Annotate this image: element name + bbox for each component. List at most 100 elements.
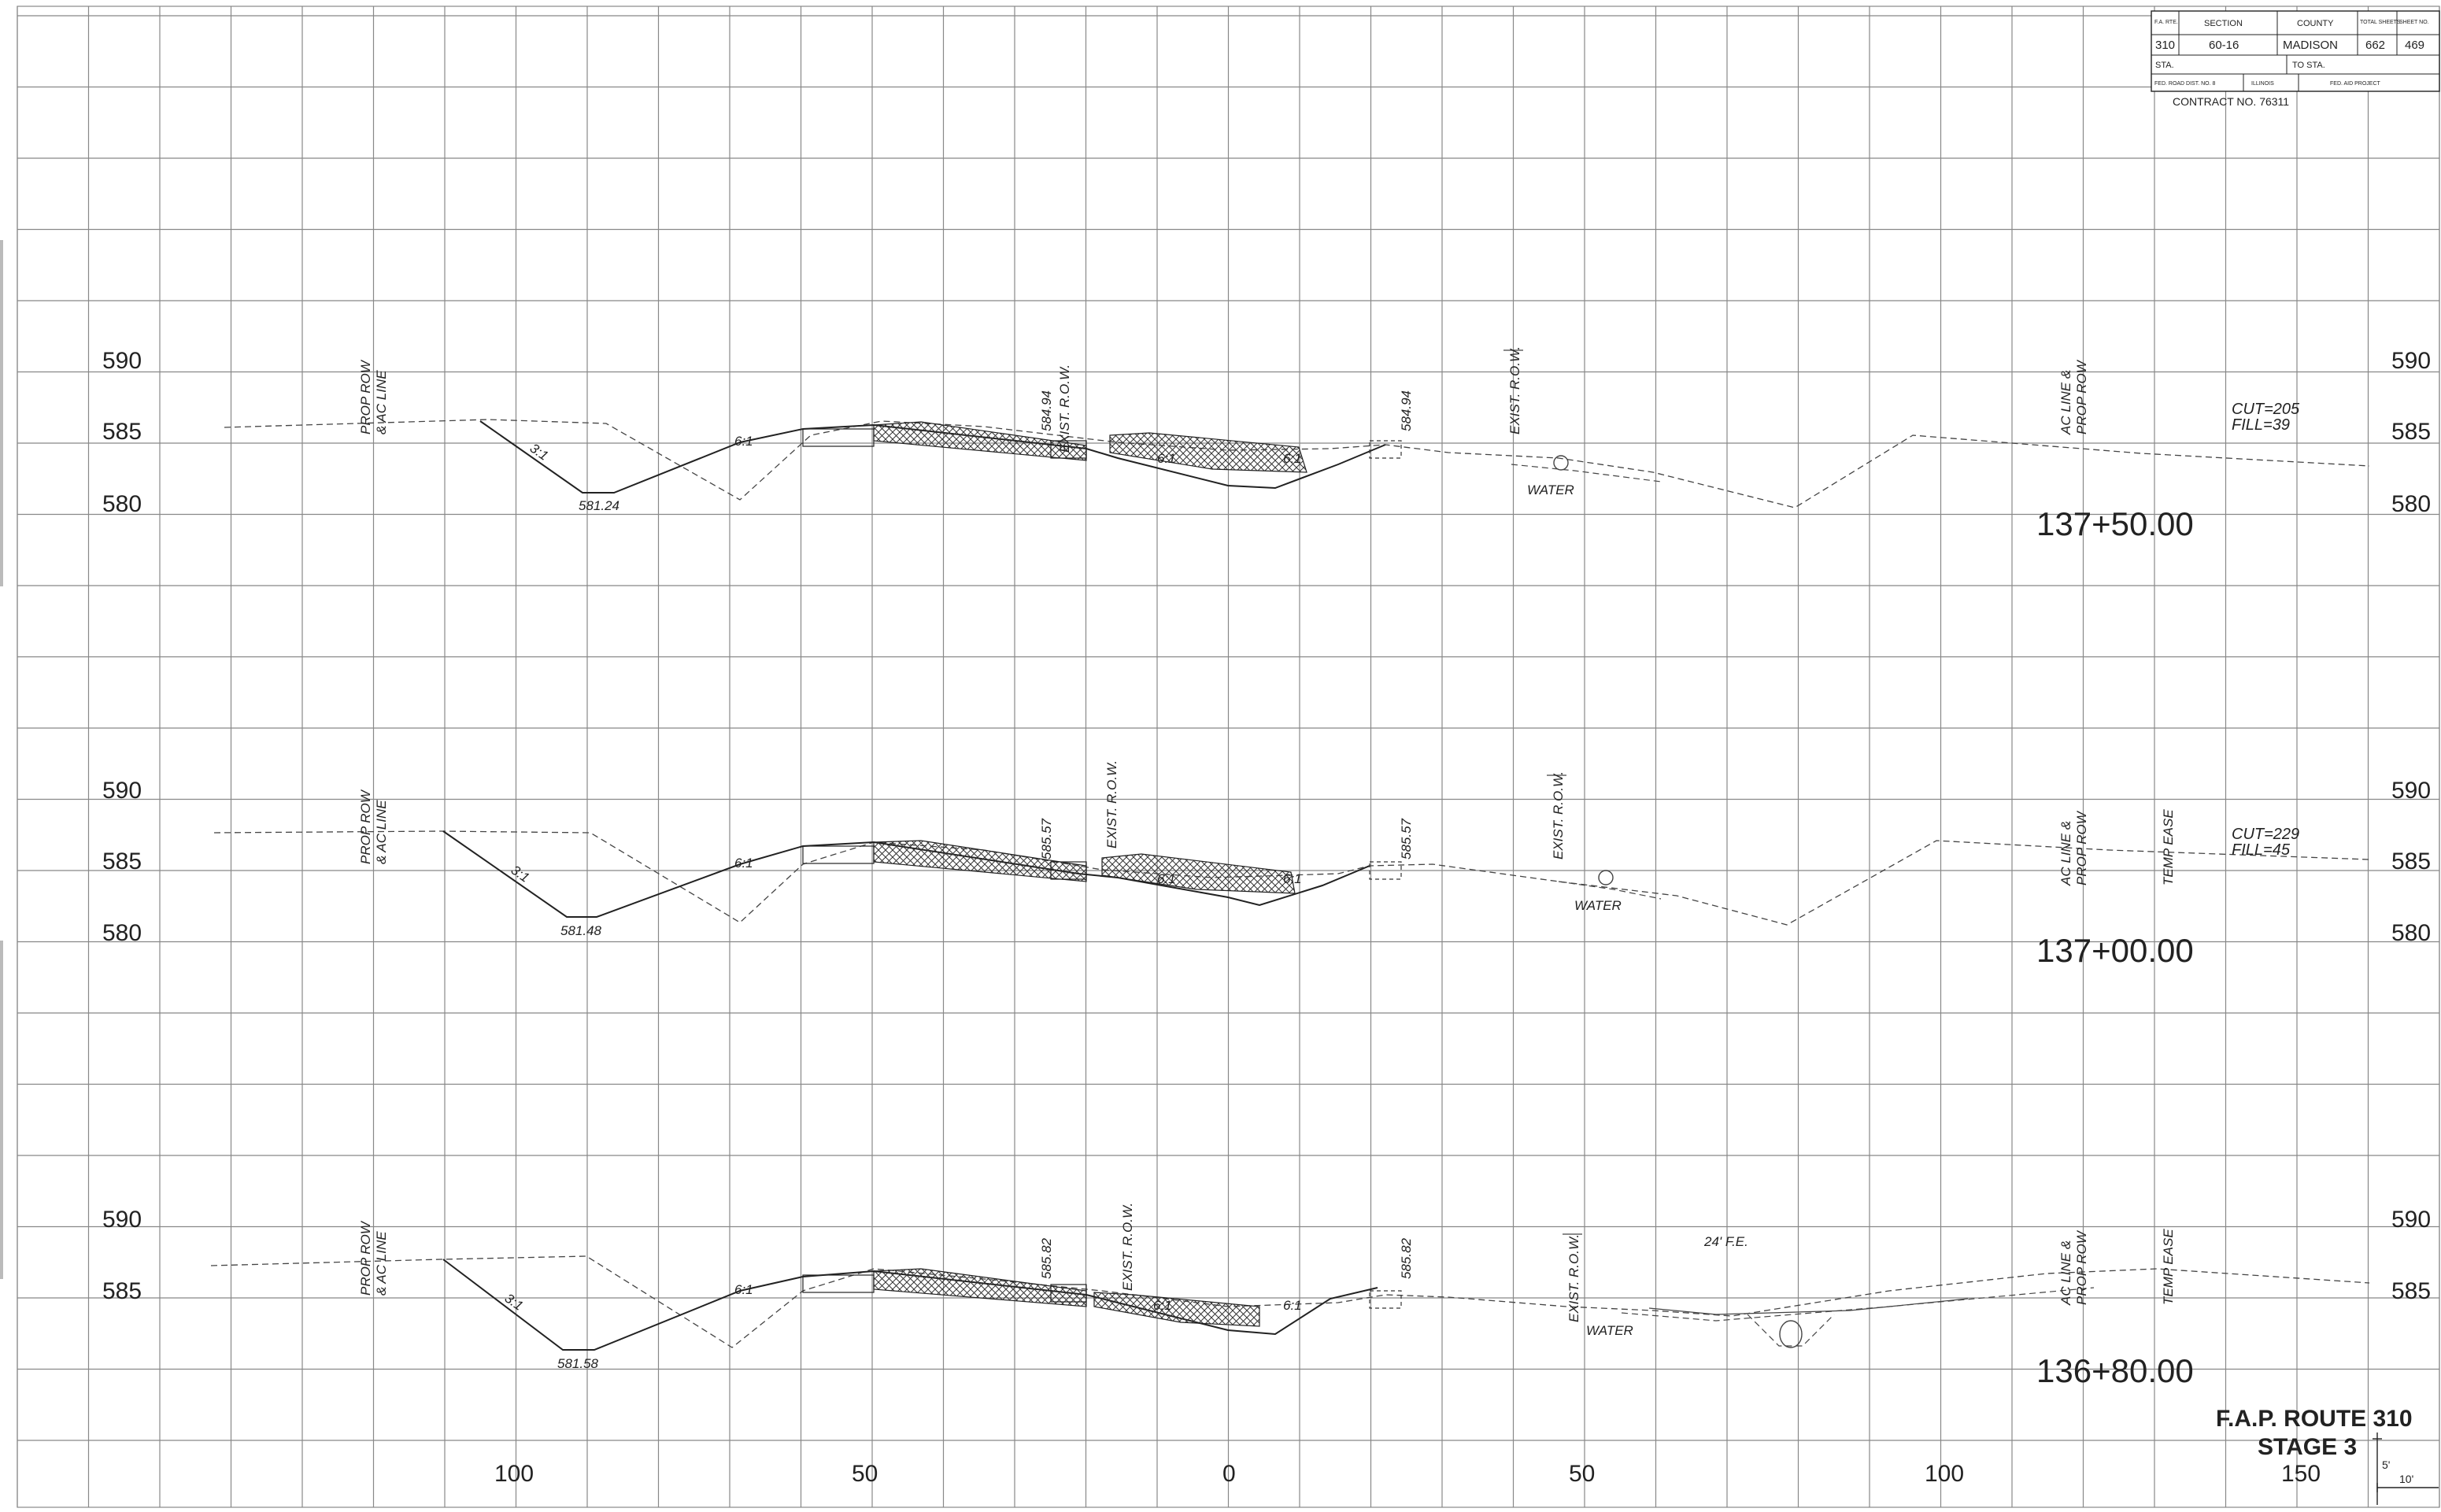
station-label: 136+80.00 [2036, 1352, 2194, 1389]
exist-row-label: EXIST. R.O.W. [1120, 1203, 1135, 1291]
pavement-block [802, 845, 875, 864]
fill-label: FILL=45 [2232, 841, 2291, 859]
ac-line-label: AC LINE & [2058, 821, 2073, 886]
station-label: 137+50.00 [2036, 505, 2194, 542]
prop-row-label: PROP ROW [358, 789, 373, 864]
pavement-block [1050, 1284, 1087, 1303]
elev-label: 590 [102, 778, 142, 804]
elev-label: 590 [2391, 1207, 2431, 1233]
right-elev-label: 585.82 [1399, 1237, 1414, 1279]
slope-label: 6:1 [734, 1282, 753, 1297]
prop-row-label: & AC LINE [374, 1231, 389, 1296]
x-axis-labels: 100 50 0 50 100 150 [494, 1461, 2321, 1487]
tb-section: 60-16 [2209, 39, 2239, 52]
hatched-fill-area [873, 1268, 1087, 1307]
slope-label: 6:1 [734, 434, 753, 449]
centerline-elev-label: 585.82 [1039, 1237, 1054, 1279]
elevation-labels: 590 585 580 590 585 580 590 585 580 590 … [102, 348, 2431, 1304]
offset-label: 50 [852, 1461, 878, 1487]
prop-row-label: & AC LINE [374, 800, 389, 864]
shoulder-block [1369, 861, 1402, 880]
vertical-scale-label: 5' [2382, 1458, 2390, 1471]
slope-label: 6:1 [1153, 1298, 1172, 1313]
culvert-pipe-icon [1553, 455, 1569, 471]
slope-label: 6:1 [1157, 451, 1176, 466]
elev-label: 585 [102, 1278, 142, 1304]
station-label: 137+00.00 [2036, 932, 2194, 969]
elev-label: 585 [102, 848, 142, 874]
shoulder-block [1369, 440, 1402, 459]
ac-line-label: AC LINE & [2058, 370, 2073, 435]
ditch-elev-label: 581.48 [560, 923, 602, 938]
tb-contract: CONTRACT NO. 76311 [2173, 95, 2289, 108]
offset-label: 50 [1569, 1461, 1595, 1487]
elev-label: 590 [102, 1207, 142, 1233]
elev-label: 590 [102, 348, 142, 374]
culvert-pipe-icon [1779, 1320, 1803, 1348]
slope-label: 3:1 [527, 441, 551, 464]
elev-label: 585 [102, 419, 142, 445]
sheet-border [17, 6, 2440, 1508]
ac-line-label: PROP ROW [2074, 1229, 2089, 1305]
culvert-pipe-icon [1598, 870, 1614, 885]
ditch-elev-label: 581.58 [557, 1356, 599, 1371]
water-label: WATER [1527, 482, 1574, 497]
ac-line-label: PROP ROW [2074, 359, 2089, 434]
tb-sheet-no: 469 [2405, 39, 2424, 52]
fill-label: FILL=39 [2232, 416, 2290, 434]
slope-label: 6:1 [1283, 871, 1302, 886]
exist-row-label: EXIST. R.O.W. [1507, 346, 1522, 434]
tb-aid: FED. AID PROJECT [2330, 81, 2381, 87]
exist-row-label: EXIST. R.O.W. [1057, 364, 1072, 453]
elev-label: 585 [2391, 848, 2431, 874]
elev-label: 580 [102, 491, 142, 517]
centerline-elev-label: 584.94 [1039, 390, 1054, 431]
water-channel [1511, 464, 1662, 482]
tb-county: MADISON [2283, 39, 2338, 52]
elev-label: 585 [2391, 419, 2431, 445]
centerline-elev-label: 585.57 [1039, 818, 1054, 860]
elev-label: 580 [2391, 920, 2431, 946]
ac-line-label: AC LINE & [2058, 1240, 2073, 1306]
exist-row-label: EXIST. R.O.W. [1551, 771, 1566, 860]
stage-title: STAGE 3 [2258, 1434, 2357, 1460]
existing-ground-line [213, 830, 2370, 926]
route-title: F.A.P. ROUTE 310 [2216, 1406, 2413, 1432]
prop-row-label: PROP ROW [358, 1220, 373, 1296]
temp-ease-label: TEMP EASE [2161, 809, 2176, 885]
prop-row-label: & AC LINE [374, 370, 389, 434]
hatched-fill-area [1101, 853, 1296, 894]
tb-header-total: TOTAL SHEETS [2360, 20, 2401, 25]
elev-label: 590 [2391, 778, 2431, 804]
hatched-fill-area [1093, 1292, 1260, 1327]
shoulder-block [1369, 1290, 1402, 1309]
offset-label: 0 [1222, 1461, 1236, 1487]
cross-section-137-00: PROP ROW & AC LINE 585.57 EXIST. R.O.W. … [213, 760, 2370, 969]
elev-label: 585 [2391, 1278, 2431, 1304]
grid [17, 6, 2440, 1508]
slope-label: 6:1 [1283, 451, 1302, 466]
cross-section-136-80: PROP ROW & AC LINE 585.82 EXIST. R.O.W. … [210, 1203, 2370, 1389]
cut-label: CUT=229 [2232, 826, 2299, 843]
pavement-block [1050, 861, 1087, 880]
elev-label: 590 [2391, 348, 2431, 374]
title-block: F.A. RTE. SECTION COUNTY TOTAL SHEETS SH… [2151, 10, 2440, 108]
right-elev-label: 584.94 [1399, 390, 1414, 431]
tb-dist: FED. ROAD DIST. NO. 8 [2154, 81, 2216, 87]
cut-label: CUT=205 [2232, 401, 2300, 418]
water-channel [1558, 881, 1662, 900]
water-channel [1621, 1287, 2095, 1322]
left-margin-bar-bottom [0, 941, 3, 1279]
offset-label: 100 [494, 1461, 534, 1487]
offset-label: 100 [1925, 1461, 1964, 1487]
existing-ground-line [210, 1255, 2370, 1348]
scale-indicator [2373, 1433, 2439, 1505]
pavement-block [802, 1274, 875, 1293]
slope-label: 6:1 [1283, 1298, 1302, 1313]
ditch-line [1747, 1314, 1835, 1347]
exist-row-label: EXIST. R.O.W. [1566, 1234, 1581, 1322]
tb-header-county: COUNTY [2297, 19, 2334, 28]
ditch-elev-label: 581.24 [579, 498, 619, 513]
prop-row-label: PROP ROW [358, 359, 373, 434]
